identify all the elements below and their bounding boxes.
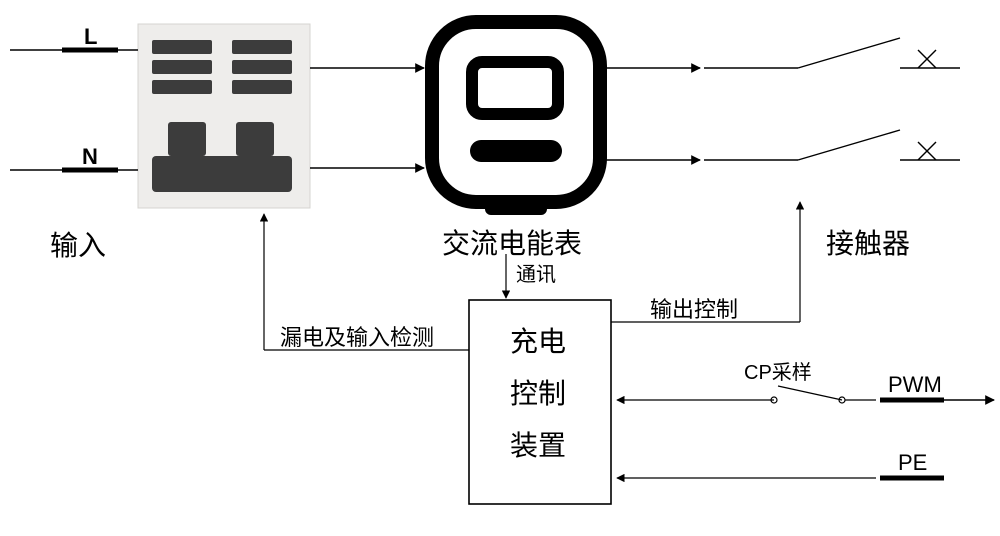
contactor-switch-bot	[704, 130, 960, 160]
label-cp-sample: CP采样	[744, 356, 812, 385]
label-comm: 通讯	[516, 258, 556, 287]
label-input: 输入	[50, 224, 106, 264]
wire-cp-sample	[617, 386, 876, 403]
control-box-line1: 充电	[510, 320, 566, 360]
contactor-switch-top	[704, 38, 960, 68]
label-leak-detect: 漏电及输入检测	[280, 320, 434, 352]
breaker-panel-icon	[138, 24, 310, 208]
control-box-line2: 控制	[510, 372, 566, 412]
label-n: N	[82, 144, 98, 170]
control-box-line3: 装置	[510, 424, 566, 464]
label-meter: 交流电能表	[442, 222, 582, 262]
diagram-canvas	[0, 0, 1000, 536]
label-l: L	[84, 24, 97, 50]
label-contactor: 接触器	[826, 222, 910, 262]
label-output-ctrl: 输出控制	[650, 292, 738, 324]
label-pe: PE	[898, 450, 927, 476]
label-pwm: PWM	[888, 372, 942, 398]
meter-icon	[432, 22, 600, 215]
